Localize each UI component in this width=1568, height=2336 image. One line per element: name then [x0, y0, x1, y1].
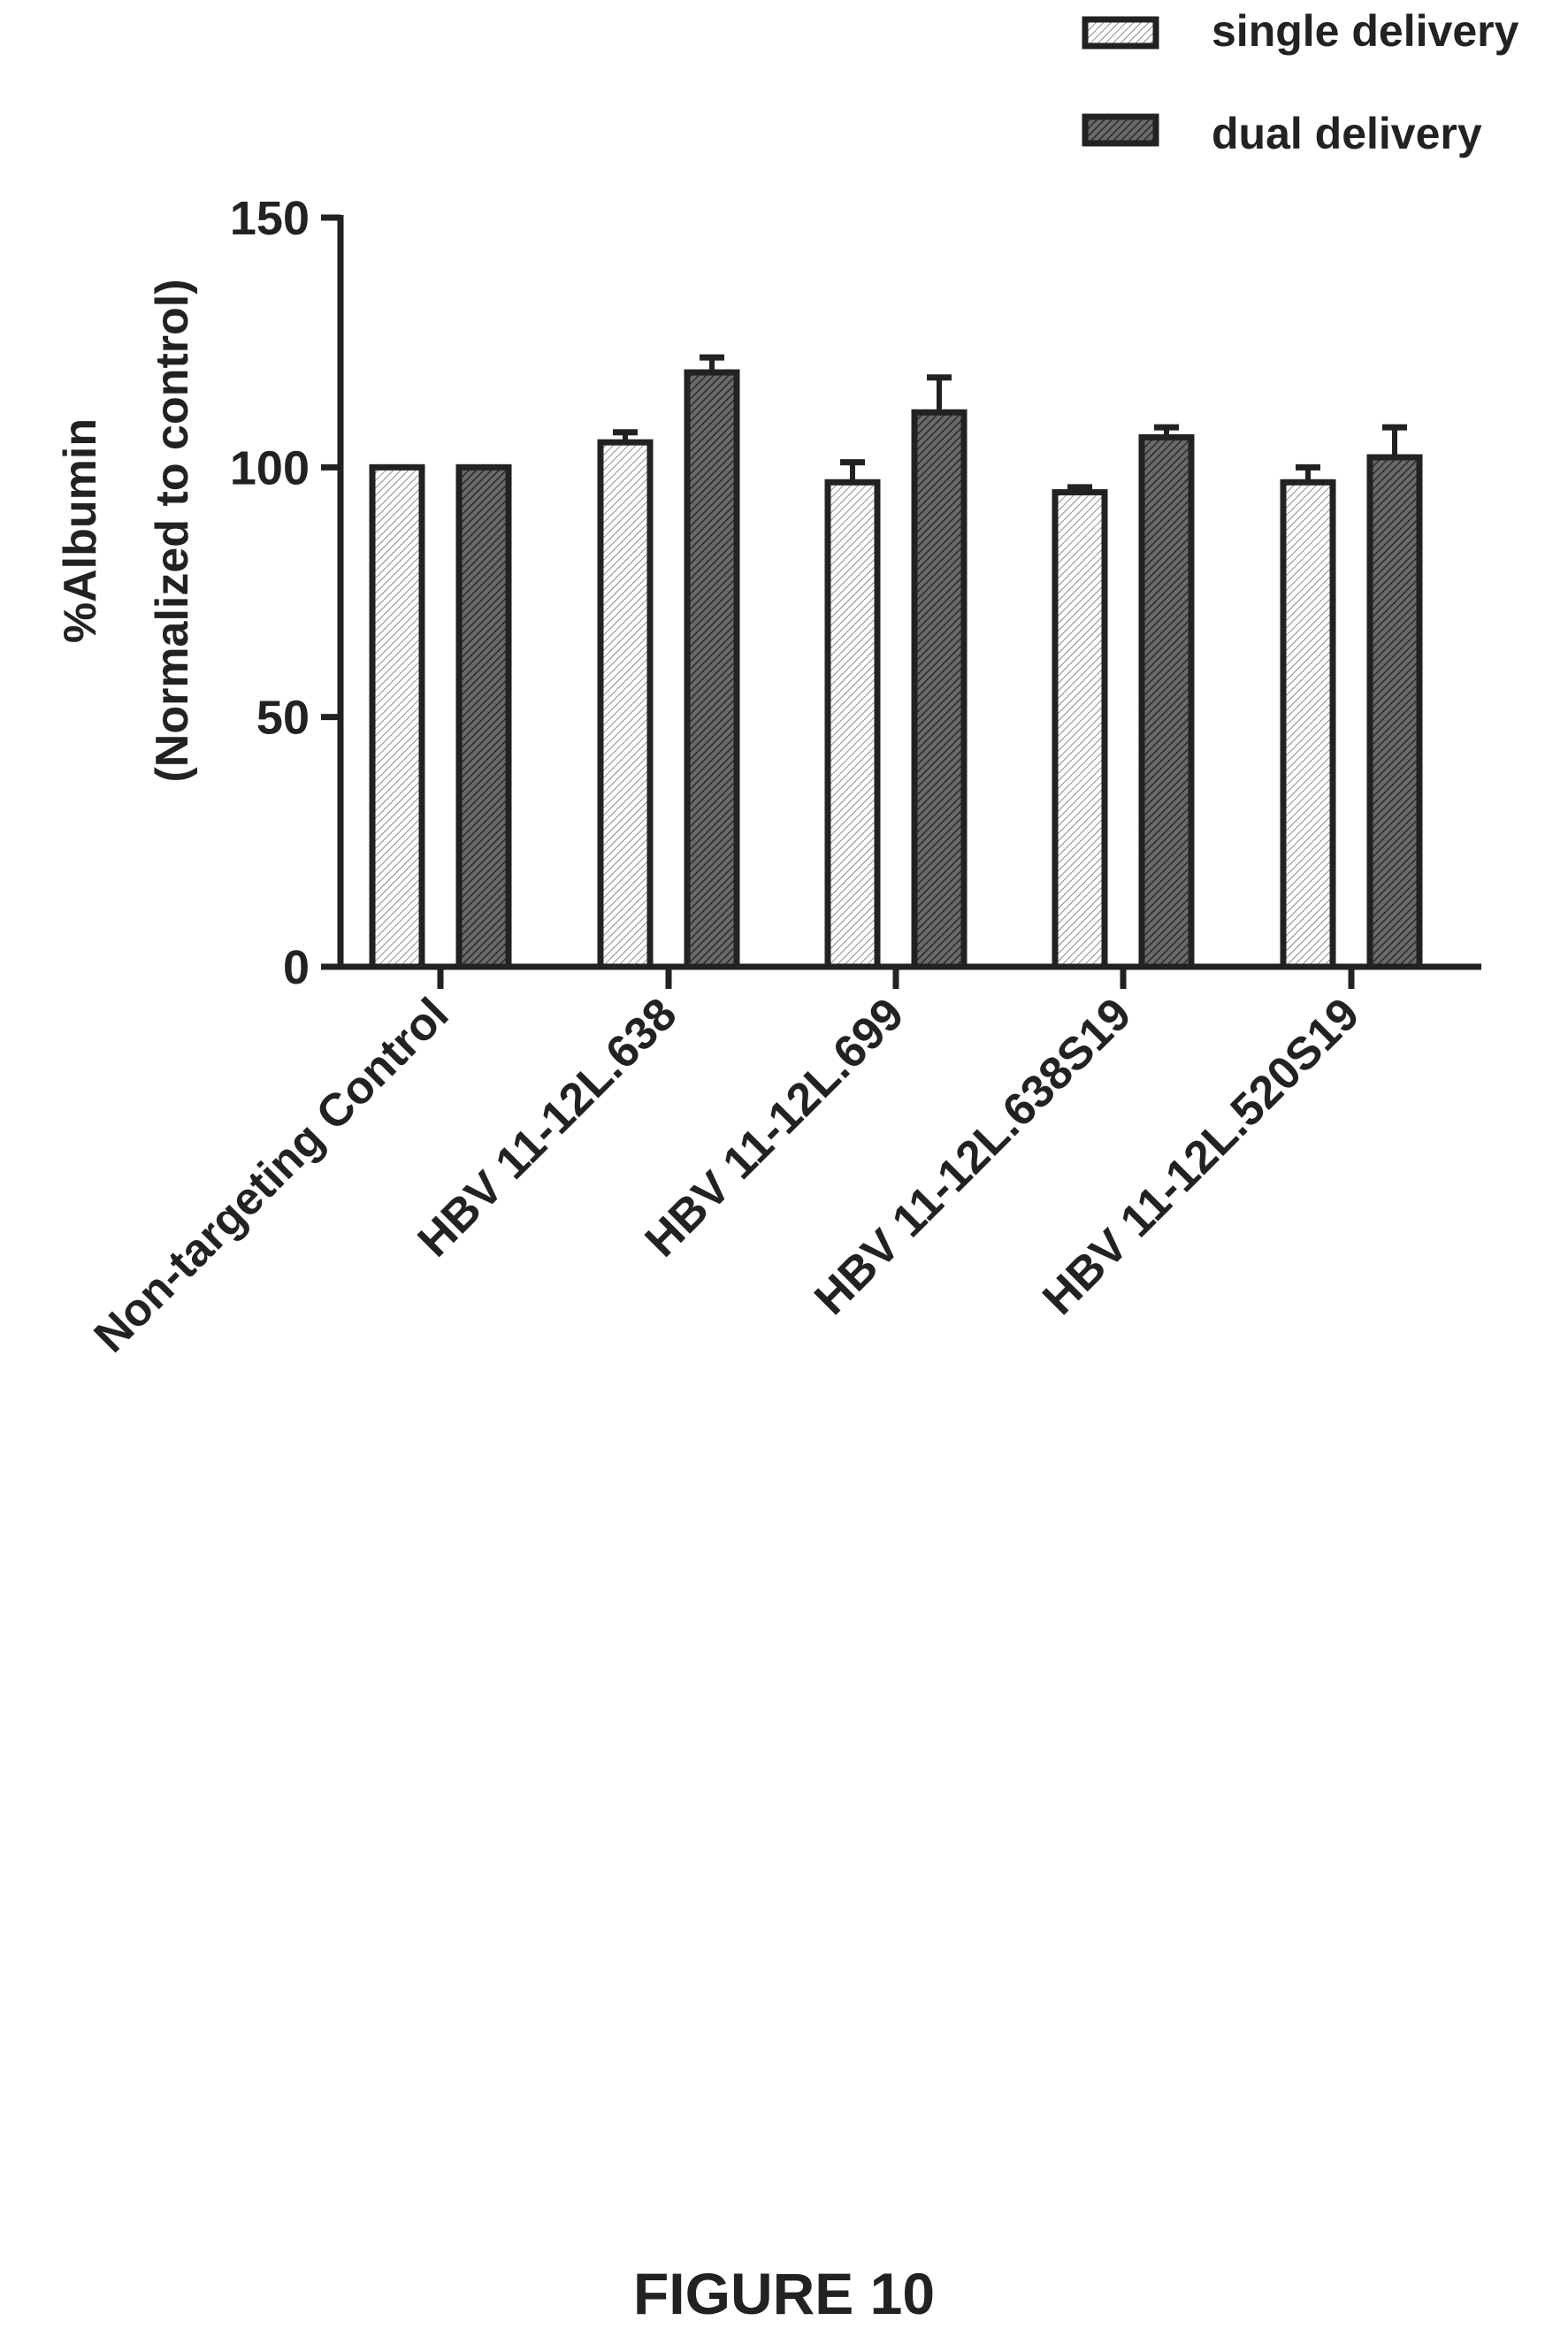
legend-swatch-dual-delivery: [1082, 113, 1159, 147]
y-axis-label-line2: (Normalized to control): [147, 279, 198, 782]
bar-groups: [369, 354, 1423, 970]
y-tick-label: 50: [256, 692, 310, 745]
y-tick-label: 150: [230, 192, 310, 245]
y-ticks: 0 50 100 150: [230, 192, 340, 994]
y-tick-label: 100: [230, 441, 310, 494]
bar-single: [369, 463, 425, 970]
x-tick-label: Non-targeting Control: [85, 988, 459, 1362]
bar-single: [824, 479, 881, 970]
figure-caption: FIGURE 10: [632, 2261, 936, 2326]
bar-group: [824, 374, 968, 970]
legend: single delivery dual delivery: [1082, 6, 1519, 158]
y-axis-label: %Albumin: [55, 418, 106, 643]
bar-group: [1280, 424, 1423, 970]
bar-single: [1280, 479, 1336, 970]
bar-single: [597, 439, 654, 970]
legend-label-dual-delivery: dual delivery: [1212, 109, 1482, 158]
bar-dual: [455, 463, 512, 970]
legend-label-single-delivery: single delivery: [1212, 6, 1519, 56]
legend-swatch-single-delivery: [1082, 16, 1159, 50]
y-axis-title: %Albumin (Normalized to control): [55, 279, 198, 782]
bar-group: [369, 463, 512, 970]
bar-group: [1052, 424, 1195, 970]
bar-dual: [911, 409, 968, 970]
bar-group: [597, 354, 740, 970]
y-tick-label: 0: [283, 941, 310, 994]
bar-single: [1052, 489, 1108, 970]
bar-dual: [1366, 454, 1423, 970]
bar-dual: [1138, 433, 1195, 970]
bar-dual: [684, 369, 740, 970]
